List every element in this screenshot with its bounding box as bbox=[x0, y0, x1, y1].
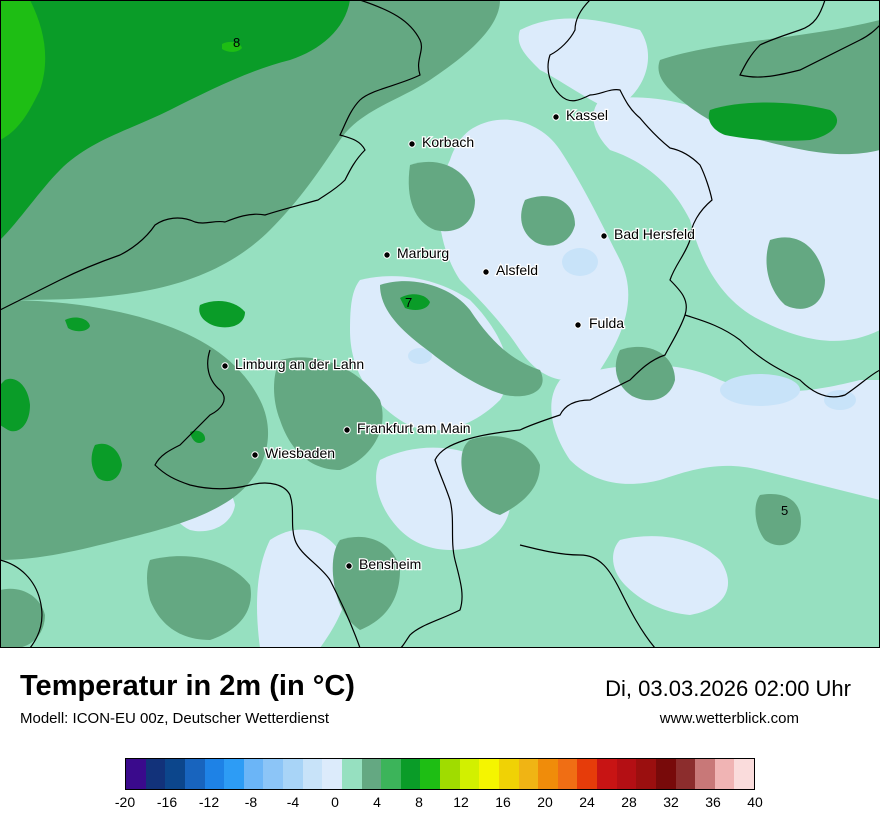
city-dot bbox=[552, 113, 560, 121]
city-label: Bensheim bbox=[359, 556, 421, 572]
legend-swatch bbox=[204, 759, 225, 789]
legend-swatch bbox=[400, 759, 421, 789]
border-lines bbox=[0, 0, 880, 648]
map-footer: Temperatur in 2m (in °C) Modell: ICON-EU… bbox=[0, 648, 880, 830]
legend-swatch bbox=[224, 759, 244, 789]
warm-areas bbox=[0, 0, 838, 482]
legend-tick: -12 bbox=[198, 794, 220, 810]
city-label: Wiesbaden bbox=[265, 445, 335, 461]
city-dot bbox=[383, 251, 391, 259]
legend-swatch bbox=[695, 759, 715, 789]
legend-swatch bbox=[538, 759, 558, 789]
city-dot bbox=[221, 362, 229, 370]
city-frankfurt-am-main[interactable]: Frankfurt am Main bbox=[343, 419, 472, 437]
city-korbach[interactable]: Korbach bbox=[408, 133, 475, 151]
colder-patches bbox=[408, 248, 856, 410]
contour-label-5: 5 bbox=[781, 503, 788, 518]
legend-tick-labels: -20 -16 -12 -8 -4 0 4 8 12 16 20 24 28 32 36 40 bbox=[115, 794, 763, 814]
legend-tick: -16 bbox=[156, 794, 178, 810]
legend-tick: 0 bbox=[331, 794, 339, 810]
legend-swatch bbox=[381, 759, 401, 789]
legend-tick: 36 bbox=[705, 794, 721, 810]
legend-swatch bbox=[498, 759, 519, 789]
legend-swatch bbox=[714, 759, 735, 789]
city-wiesbaden[interactable]: Wiesbaden bbox=[251, 444, 336, 462]
legend-tick: 20 bbox=[537, 794, 553, 810]
legend-swatch bbox=[459, 759, 480, 789]
city-label: Marburg bbox=[397, 245, 449, 261]
legend-swatch bbox=[734, 759, 754, 789]
legend-swatch bbox=[440, 759, 460, 789]
legend-swatch bbox=[302, 759, 323, 789]
legend-swatch bbox=[165, 759, 185, 789]
city-dot bbox=[345, 562, 353, 570]
legend-swatch bbox=[479, 759, 499, 789]
website-link[interactable]: www.wetterblick.com bbox=[659, 710, 799, 727]
map-title: Temperatur in 2m (in °C) bbox=[20, 670, 355, 702]
legend-swatch bbox=[655, 759, 676, 789]
legend-tick: 40 bbox=[747, 794, 763, 810]
city-alsfeld[interactable]: Alsfeld bbox=[482, 261, 539, 279]
legend-tick: 4 bbox=[373, 794, 381, 810]
legend-tick: 32 bbox=[663, 794, 679, 810]
legend-swatch bbox=[636, 759, 656, 789]
legend-tick: 8 bbox=[415, 794, 423, 810]
legend-swatch bbox=[518, 759, 539, 789]
legend-tick: 28 bbox=[621, 794, 637, 810]
legend-tick: -4 bbox=[286, 794, 300, 810]
city-marburg[interactable]: Marburg bbox=[383, 244, 450, 262]
legend-swatch bbox=[145, 759, 166, 789]
city-dot bbox=[251, 451, 259, 459]
city-bad-hersfeld[interactable]: Bad Hersfeld bbox=[600, 225, 696, 243]
legend-tick: 12 bbox=[453, 794, 469, 810]
city-label: Alsfeld bbox=[496, 262, 538, 278]
legend-swatch bbox=[184, 759, 205, 789]
city-fulda[interactable]: Fulda bbox=[574, 314, 625, 332]
city-label: Fulda bbox=[589, 315, 624, 331]
legend-swatch bbox=[361, 759, 382, 789]
city-label: Limburg an der Lahn bbox=[235, 356, 364, 372]
model-info: Modell: ICON-EU 00z, Deutscher Wetterdie… bbox=[20, 710, 330, 727]
legend-tick: 16 bbox=[495, 794, 511, 810]
contour-label-7: 7 bbox=[405, 295, 412, 310]
warmest-areas bbox=[0, 0, 242, 140]
color-legend bbox=[125, 758, 755, 790]
city-label: Korbach bbox=[422, 134, 474, 150]
temperature-map[interactable]: 8 7 5 Kassel Korbach Bad Hersfeld Marbur… bbox=[0, 0, 880, 648]
legend-swatch bbox=[341, 759, 362, 789]
legend-swatch bbox=[675, 759, 696, 789]
city-dot bbox=[482, 268, 490, 276]
city-label: Kassel bbox=[566, 107, 608, 123]
city-bensheim[interactable]: Bensheim bbox=[345, 555, 423, 573]
legend-swatch bbox=[420, 759, 440, 789]
legend-swatch bbox=[616, 759, 637, 789]
city-label: Frankfurt am Main bbox=[357, 420, 471, 436]
legend-swatch bbox=[322, 759, 342, 789]
legend-tick: 24 bbox=[579, 794, 595, 810]
contour-label-8: 8 bbox=[233, 35, 240, 50]
legend-swatch bbox=[126, 759, 146, 789]
city-kassel[interactable]: Kassel bbox=[552, 106, 609, 124]
legend-swatch bbox=[283, 759, 303, 789]
city-markers: Kassel Korbach Bad Hersfeld Marburg Alsf… bbox=[221, 106, 696, 573]
legend-swatch bbox=[577, 759, 597, 789]
legend-tick: -20 bbox=[114, 794, 136, 810]
legend-swatch bbox=[263, 759, 283, 789]
legend-swatch bbox=[557, 759, 578, 789]
city-dot bbox=[408, 140, 416, 148]
city-dot bbox=[574, 321, 582, 329]
city-dot bbox=[343, 426, 351, 434]
city-limburg-an-der-lahn[interactable]: Limburg an der Lahn bbox=[221, 355, 365, 373]
legend-tick: -8 bbox=[244, 794, 258, 810]
city-label: Bad Hersfeld bbox=[614, 226, 695, 242]
forecast-datetime: Di, 03.03.2026 02:00 Uhr bbox=[605, 676, 851, 701]
legend-swatch bbox=[597, 759, 617, 789]
legend-swatch bbox=[243, 759, 264, 789]
city-dot bbox=[600, 232, 608, 240]
